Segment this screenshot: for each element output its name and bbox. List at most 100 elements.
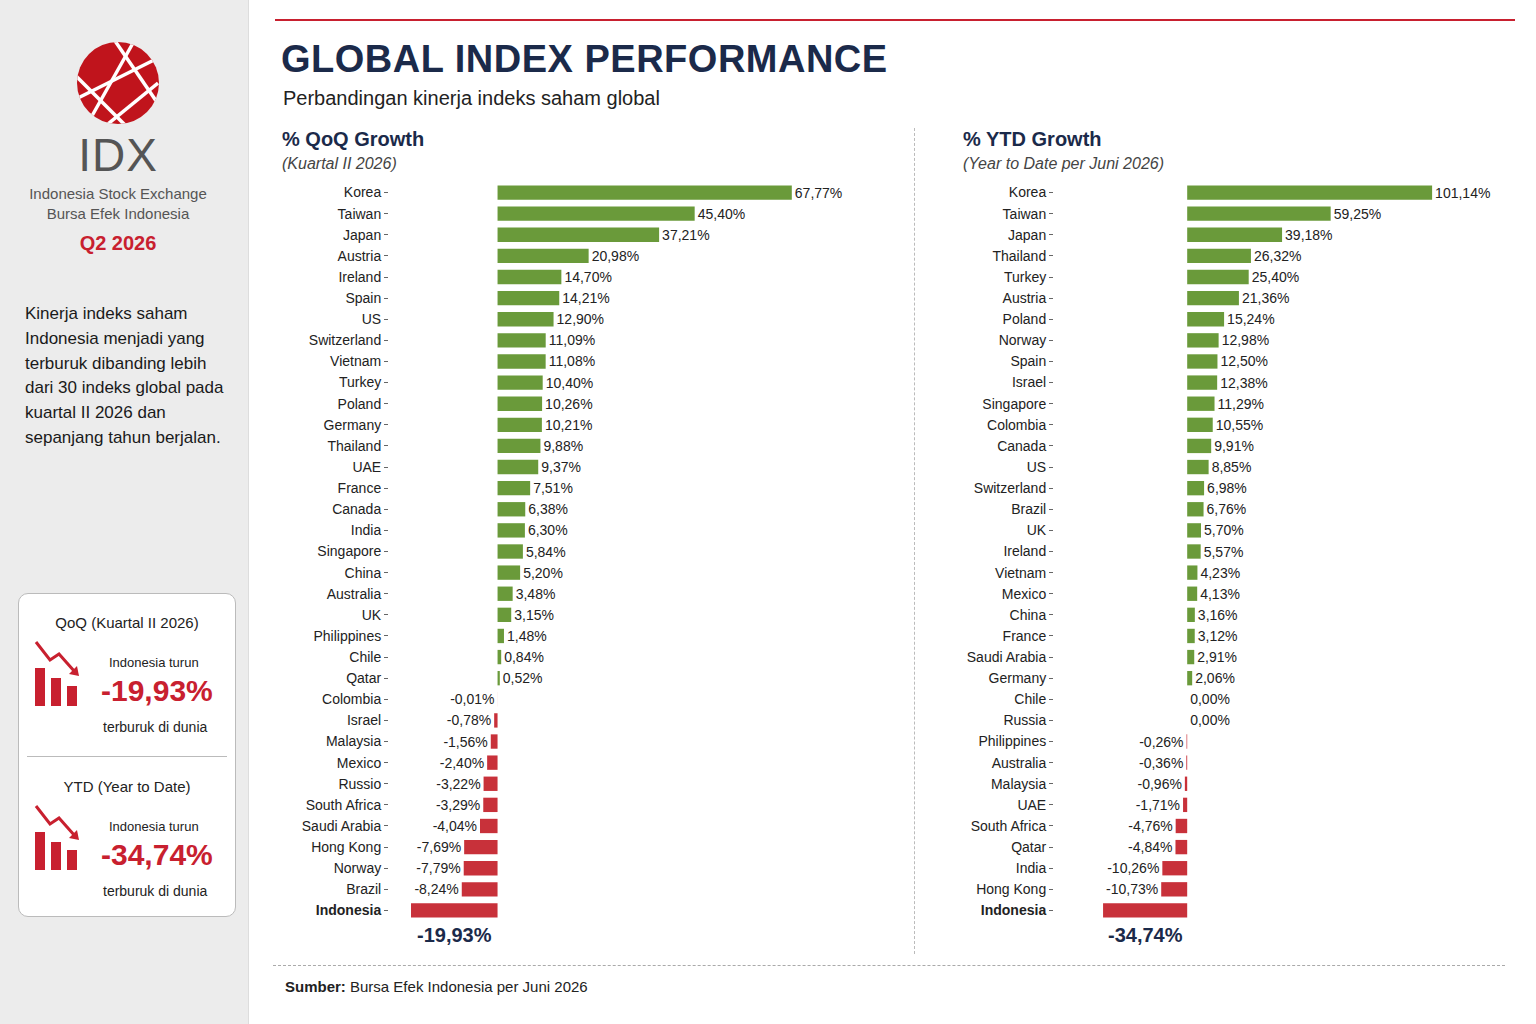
svg-text:Australia: Australia: [327, 586, 382, 602]
svg-text:-10,26%: -10,26%: [1107, 860, 1159, 876]
svg-text:6,98%: 6,98%: [1207, 480, 1247, 496]
svg-text:Germany: Germany: [324, 417, 382, 433]
svg-text:0,84%: 0,84%: [504, 649, 544, 665]
svg-text:Chile: Chile: [349, 649, 381, 665]
svg-text:Spain: Spain: [1010, 353, 1046, 369]
svg-text:39,18%: 39,18%: [1285, 227, 1332, 243]
svg-text:-3,22%: -3,22%: [436, 776, 480, 792]
svg-text:Austria: Austria: [338, 248, 382, 264]
svg-text:-0,01%: -0,01%: [450, 691, 494, 707]
svg-text:6,30%: 6,30%: [528, 522, 568, 538]
svg-text:Colombia: Colombia: [987, 417, 1046, 433]
svg-text:-4,84%: -4,84%: [1128, 839, 1172, 855]
svg-text:37,21%: 37,21%: [662, 227, 709, 243]
svg-text:Vietnam: Vietnam: [995, 565, 1046, 581]
svg-text:-0,26%: -0,26%: [1139, 734, 1183, 750]
svg-text:Malaysia: Malaysia: [326, 733, 381, 749]
svg-text:21,36%: 21,36%: [1242, 290, 1289, 306]
svg-text:Malaysia: Malaysia: [991, 776, 1046, 792]
svg-text:Mexico: Mexico: [337, 755, 382, 771]
svg-text:10,55%: 10,55%: [1216, 417, 1263, 433]
svg-text:3,15%: 3,15%: [514, 607, 554, 623]
svg-text:Mexico: Mexico: [1002, 586, 1047, 602]
svg-text:-1,71%: -1,71%: [1136, 797, 1180, 813]
svg-text:Israel: Israel: [347, 712, 381, 728]
svg-text:6,76%: 6,76%: [1207, 501, 1247, 517]
svg-text:67,77%: 67,77%: [795, 185, 842, 201]
svg-text:10,26%: 10,26%: [545, 396, 592, 412]
svg-text:Brazil: Brazil: [1011, 501, 1046, 517]
svg-text:3,48%: 3,48%: [516, 586, 556, 602]
svg-text:20,98%: 20,98%: [592, 248, 639, 264]
svg-text:Korea: Korea: [1009, 184, 1047, 200]
svg-text:Thailand: Thailand: [327, 438, 381, 454]
svg-text:-7,79%: -7,79%: [416, 860, 460, 876]
svg-text:2,06%: 2,06%: [1195, 670, 1235, 686]
svg-text:Philippines: Philippines: [313, 628, 381, 644]
svg-text:Indonesia: Indonesia: [316, 902, 382, 918]
svg-text:US: US: [1027, 459, 1046, 475]
svg-text:Switzerland: Switzerland: [309, 332, 381, 348]
svg-text:3,16%: 3,16%: [1198, 607, 1238, 623]
svg-text:Turkey: Turkey: [339, 374, 381, 390]
svg-text:Norway: Norway: [334, 860, 381, 876]
svg-text:8,85%: 8,85%: [1212, 459, 1252, 475]
svg-text:4,13%: 4,13%: [1200, 586, 1240, 602]
svg-text:-7,69%: -7,69%: [417, 839, 461, 855]
svg-text:14,21%: 14,21%: [562, 290, 609, 306]
svg-text:Switzerland: Switzerland: [974, 480, 1046, 496]
svg-text:-0,96%: -0,96%: [1138, 776, 1182, 792]
svg-text:12,90%: 12,90%: [557, 311, 604, 327]
svg-text:UAE: UAE: [1017, 797, 1046, 813]
svg-text:Hong Kong: Hong Kong: [976, 881, 1046, 897]
svg-text:15,24%: 15,24%: [1227, 311, 1274, 327]
svg-text:Ireland: Ireland: [338, 269, 381, 285]
svg-text:11,29%: 11,29%: [1218, 396, 1264, 412]
svg-text:Taiwan: Taiwan: [338, 206, 382, 222]
svg-text:5,20%: 5,20%: [523, 565, 563, 581]
svg-text:Poland: Poland: [338, 396, 382, 412]
svg-text:-10,73%: -10,73%: [1106, 881, 1158, 897]
svg-text:Thailand: Thailand: [992, 248, 1046, 264]
svg-text:9,37%: 9,37%: [541, 459, 581, 475]
svg-text:Singapore: Singapore: [982, 396, 1046, 412]
svg-text:-8,24%: -8,24%: [414, 881, 458, 897]
svg-text:-4,04%: -4,04%: [433, 818, 477, 834]
svg-text:26,32%: 26,32%: [1254, 248, 1301, 264]
svg-text:0,00%: 0,00%: [1190, 691, 1230, 707]
svg-text:6,38%: 6,38%: [528, 501, 568, 517]
svg-text:India: India: [1016, 860, 1047, 876]
svg-text:59,25%: 59,25%: [1334, 206, 1381, 222]
svg-text:9,91%: 9,91%: [1214, 438, 1254, 454]
svg-text:-0,78%: -0,78%: [447, 712, 491, 728]
svg-text:4,23%: 4,23%: [1200, 565, 1240, 581]
svg-text:Qatar: Qatar: [346, 670, 381, 686]
svg-text:Korea: Korea: [344, 184, 382, 200]
svg-text:Norway: Norway: [999, 332, 1046, 348]
svg-text:Saudi Arabia: Saudi Arabia: [302, 818, 382, 834]
svg-text:Japan: Japan: [1008, 227, 1046, 243]
svg-text:Hong Kong: Hong Kong: [311, 839, 381, 855]
svg-text:Spain: Spain: [345, 290, 381, 306]
svg-text:-19,93%: -19,93%: [417, 924, 492, 946]
svg-text:12,38%: 12,38%: [1220, 375, 1267, 391]
svg-text:Colombia: Colombia: [322, 691, 381, 707]
svg-text:Saudi Arabia: Saudi Arabia: [967, 649, 1047, 665]
svg-text:Taiwan: Taiwan: [1003, 206, 1047, 222]
svg-text:Poland: Poland: [1003, 311, 1047, 327]
svg-text:11,08%: 11,08%: [549, 353, 595, 369]
svg-text:5,84%: 5,84%: [526, 544, 566, 560]
svg-text:Qatar: Qatar: [1011, 839, 1046, 855]
svg-text:10,21%: 10,21%: [545, 417, 592, 433]
svg-text:France: France: [338, 480, 382, 496]
svg-text:France: France: [1003, 628, 1047, 644]
svg-text:25,40%: 25,40%: [1252, 269, 1299, 285]
svg-text:US: US: [362, 311, 381, 327]
svg-text:China: China: [345, 565, 382, 581]
svg-text:UAE: UAE: [352, 459, 381, 475]
svg-text:101,14%: 101,14%: [1435, 185, 1490, 201]
svg-text:45,40%: 45,40%: [698, 206, 745, 222]
svg-text:Germany: Germany: [989, 670, 1047, 686]
svg-text:Canada: Canada: [332, 501, 381, 517]
svg-text:Canada: Canada: [997, 438, 1046, 454]
